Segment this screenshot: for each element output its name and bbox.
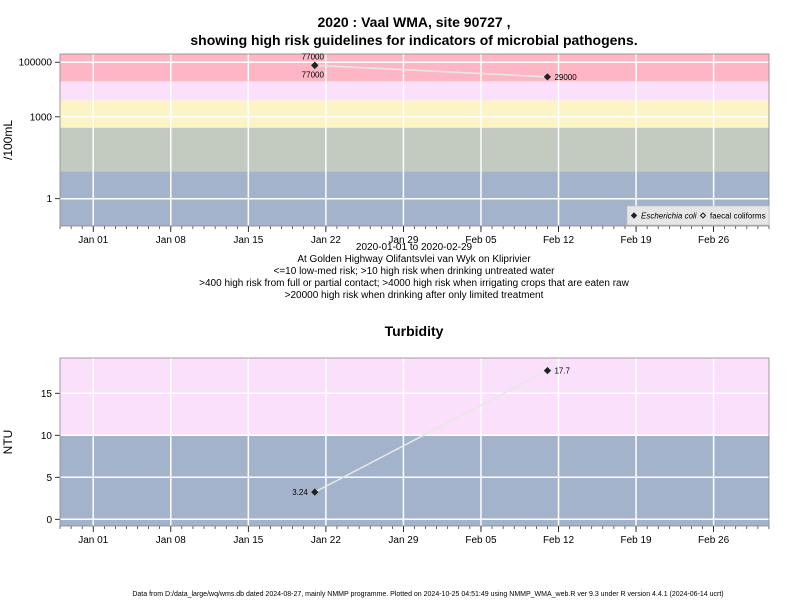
ecoli-risk-band-2 (60, 100, 769, 128)
turbidity-y-tick-label: 5 (46, 473, 52, 484)
turbidity-y-axis-label: NTU (1, 430, 15, 455)
ecoli-y-tick-label: 1000 (30, 112, 53, 123)
turbidity-title: Turbidity (385, 323, 444, 339)
turbidity-data-point (311, 488, 319, 496)
turbidity-y-tick-label: 15 (41, 389, 53, 400)
chart-title-line2: showing high risk guidelines for indicat… (190, 32, 637, 48)
microbial-panel: Jan 01 Jan 08 Jan 15 Jan 22 Jan 29 Feb 05 Feb … (1, 52, 770, 246)
legend-ecoli-marker (630, 212, 638, 219)
ecoli-risk-band-3 (60, 81, 769, 101)
ecoli-point-label: 29000 (554, 73, 577, 82)
turbidity-x-tick-label: Jan 01 (78, 535, 108, 546)
ecoli-point-label: 77000 (302, 70, 325, 79)
site-location-text: At Golden Highway Olifantsvlei van Wyk o… (297, 254, 531, 265)
ecoli-x-tick-label: Jan 08 (156, 235, 186, 246)
ecoli-panel-border (59, 53, 770, 227)
ecoli-y-axis-label: /100mL (1, 120, 15, 160)
ecoli-y-tick-label: 1 (46, 194, 52, 205)
ecoli-series-line-0 (314, 64, 548, 78)
turbidity-risk-band-0 (60, 435, 769, 526)
turbidity-point-label: 17.7 (554, 367, 570, 376)
ecoli-risk-band-1 (60, 127, 769, 172)
ecoli-x-tick-label: Jan 15 (233, 235, 263, 246)
turbidity-x-tick-label: Feb 12 (543, 535, 575, 546)
legend-fc-label: faecal coliforms (710, 212, 766, 221)
ecoli-x-tick-label: Jan 29 (388, 235, 418, 246)
legend-box (626, 205, 770, 226)
turbidity-x-tick-label: Feb 19 (620, 535, 652, 546)
footer-note: Data from D:/data_large/wq/wms.db dated … (132, 591, 723, 598)
ecoli-x-tick-label: Feb 12 (543, 235, 575, 246)
fc-point-label: 77000 (302, 52, 325, 61)
turbidity-x-tick-label: Jan 15 (233, 535, 263, 546)
date-range-text: 2020-01-01 to 2020-02-29 (356, 242, 473, 253)
turbidity-x-tick-label: Feb 05 (465, 535, 497, 546)
guideline-text-2: >400 high risk from full or partial cont… (199, 278, 629, 289)
legend-ecoli-label: Escherichia coli (641, 212, 697, 221)
turbidity-x-tick-label: Jan 08 (156, 535, 186, 546)
turbidity-panel: Jan 01 Jan 08 Jan 15 Jan 22 Jan 29 Feb 05 Feb … (1, 357, 770, 546)
ecoli-y-tick-label: 100000 (19, 58, 53, 69)
ecoli-x-tick-label: Feb 26 (698, 235, 730, 246)
turbidity-y-tick-label: 0 (46, 515, 52, 526)
turbidity-series-line-0 (314, 369, 548, 493)
ecoli-x-tick-label: Jan 01 (78, 235, 108, 246)
turbidity-x-tick-label: Jan 29 (388, 535, 418, 546)
turbidity-panel-border (59, 357, 770, 527)
ecoli-data-point (311, 61, 319, 69)
ecoli-risk-band-4 (60, 54, 769, 82)
ecoli-data-point (543, 73, 552, 81)
chart-title-line1: 2020 : Vaal WMA, site 90727 , (318, 14, 511, 30)
ecoli-x-tick-label: Jan 22 (311, 235, 341, 246)
turbidity-x-tick-label: Jan 22 (311, 535, 341, 546)
turbidity-data-point (543, 366, 552, 375)
turbidity-risk-band-1 (60, 358, 769, 436)
legend-fc-marker (699, 212, 707, 219)
turbidity-x-tick-label: Feb 26 (698, 535, 730, 546)
ecoli-x-tick-label: Feb 05 (465, 235, 497, 246)
guideline-text-3: >20000 high risk when drinking after onl… (285, 290, 544, 301)
turbidity-point-label: 3.24 (292, 488, 308, 497)
guideline-text-1: <=10 low-med risk; >10 high risk when dr… (274, 266, 556, 277)
turbidity-y-tick-label: 10 (41, 431, 53, 442)
ecoli-x-tick-label: Feb 19 (620, 235, 652, 246)
